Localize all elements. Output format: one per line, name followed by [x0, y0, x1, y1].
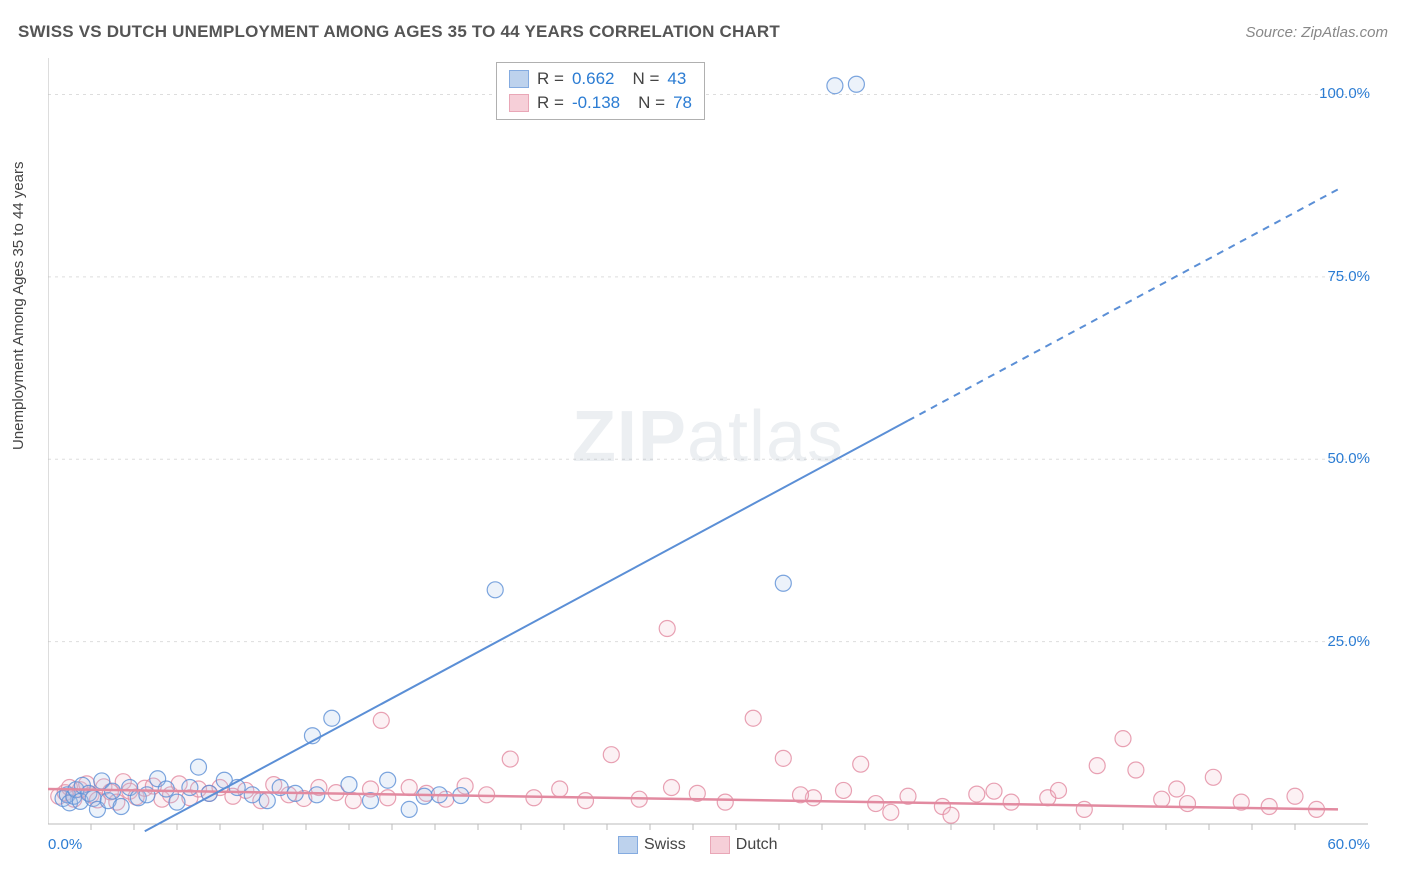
- chart-area: ZIPatlas R = 0.662 N = 43 R = -0.138 N =…: [48, 58, 1368, 848]
- legend-row-swiss: R = 0.662 N = 43: [509, 67, 692, 91]
- y-tick-label: 50.0%: [1327, 450, 1370, 467]
- y-axis-label: Unemployment Among Ages 35 to 44 years: [10, 161, 27, 450]
- y-tick-label: 25.0%: [1327, 633, 1370, 650]
- dutch-r-value: -0.138: [572, 93, 620, 113]
- swiss-r-value: 0.662: [572, 69, 615, 89]
- r-label: R =: [537, 93, 564, 113]
- x-tick-label: 0.0%: [48, 836, 82, 853]
- dutch-swatch-icon: [509, 94, 529, 112]
- n-label: N =: [638, 93, 665, 113]
- dutch-label: Dutch: [736, 836, 778, 854]
- y-tick-label: 100.0%: [1319, 85, 1370, 102]
- swiss-label: Swiss: [644, 836, 686, 854]
- swiss-swatch-icon: [618, 836, 638, 854]
- dutch-n-value: 78: [673, 93, 692, 113]
- r-label: R =: [537, 69, 564, 89]
- correlation-legend: R = 0.662 N = 43 R = -0.138 N = 78: [496, 62, 705, 120]
- swiss-n-value: 43: [667, 69, 686, 89]
- swiss-swatch-icon: [509, 70, 529, 88]
- series-legend: Swiss Dutch: [618, 836, 778, 854]
- chart-source: Source: ZipAtlas.com: [1245, 24, 1388, 41]
- x-tick-label: 60.0%: [1327, 836, 1370, 853]
- legend-item-swiss: Swiss: [618, 836, 686, 854]
- legend-item-dutch: Dutch: [710, 836, 778, 854]
- n-label: N =: [632, 69, 659, 89]
- legend-row-dutch: R = -0.138 N = 78: [509, 91, 692, 115]
- chart-title: SWISS VS DUTCH UNEMPLOYMENT AMONG AGES 3…: [18, 22, 780, 42]
- y-tick-label: 75.0%: [1327, 268, 1370, 285]
- scatter-plot: [48, 58, 1368, 848]
- dutch-swatch-icon: [710, 836, 730, 854]
